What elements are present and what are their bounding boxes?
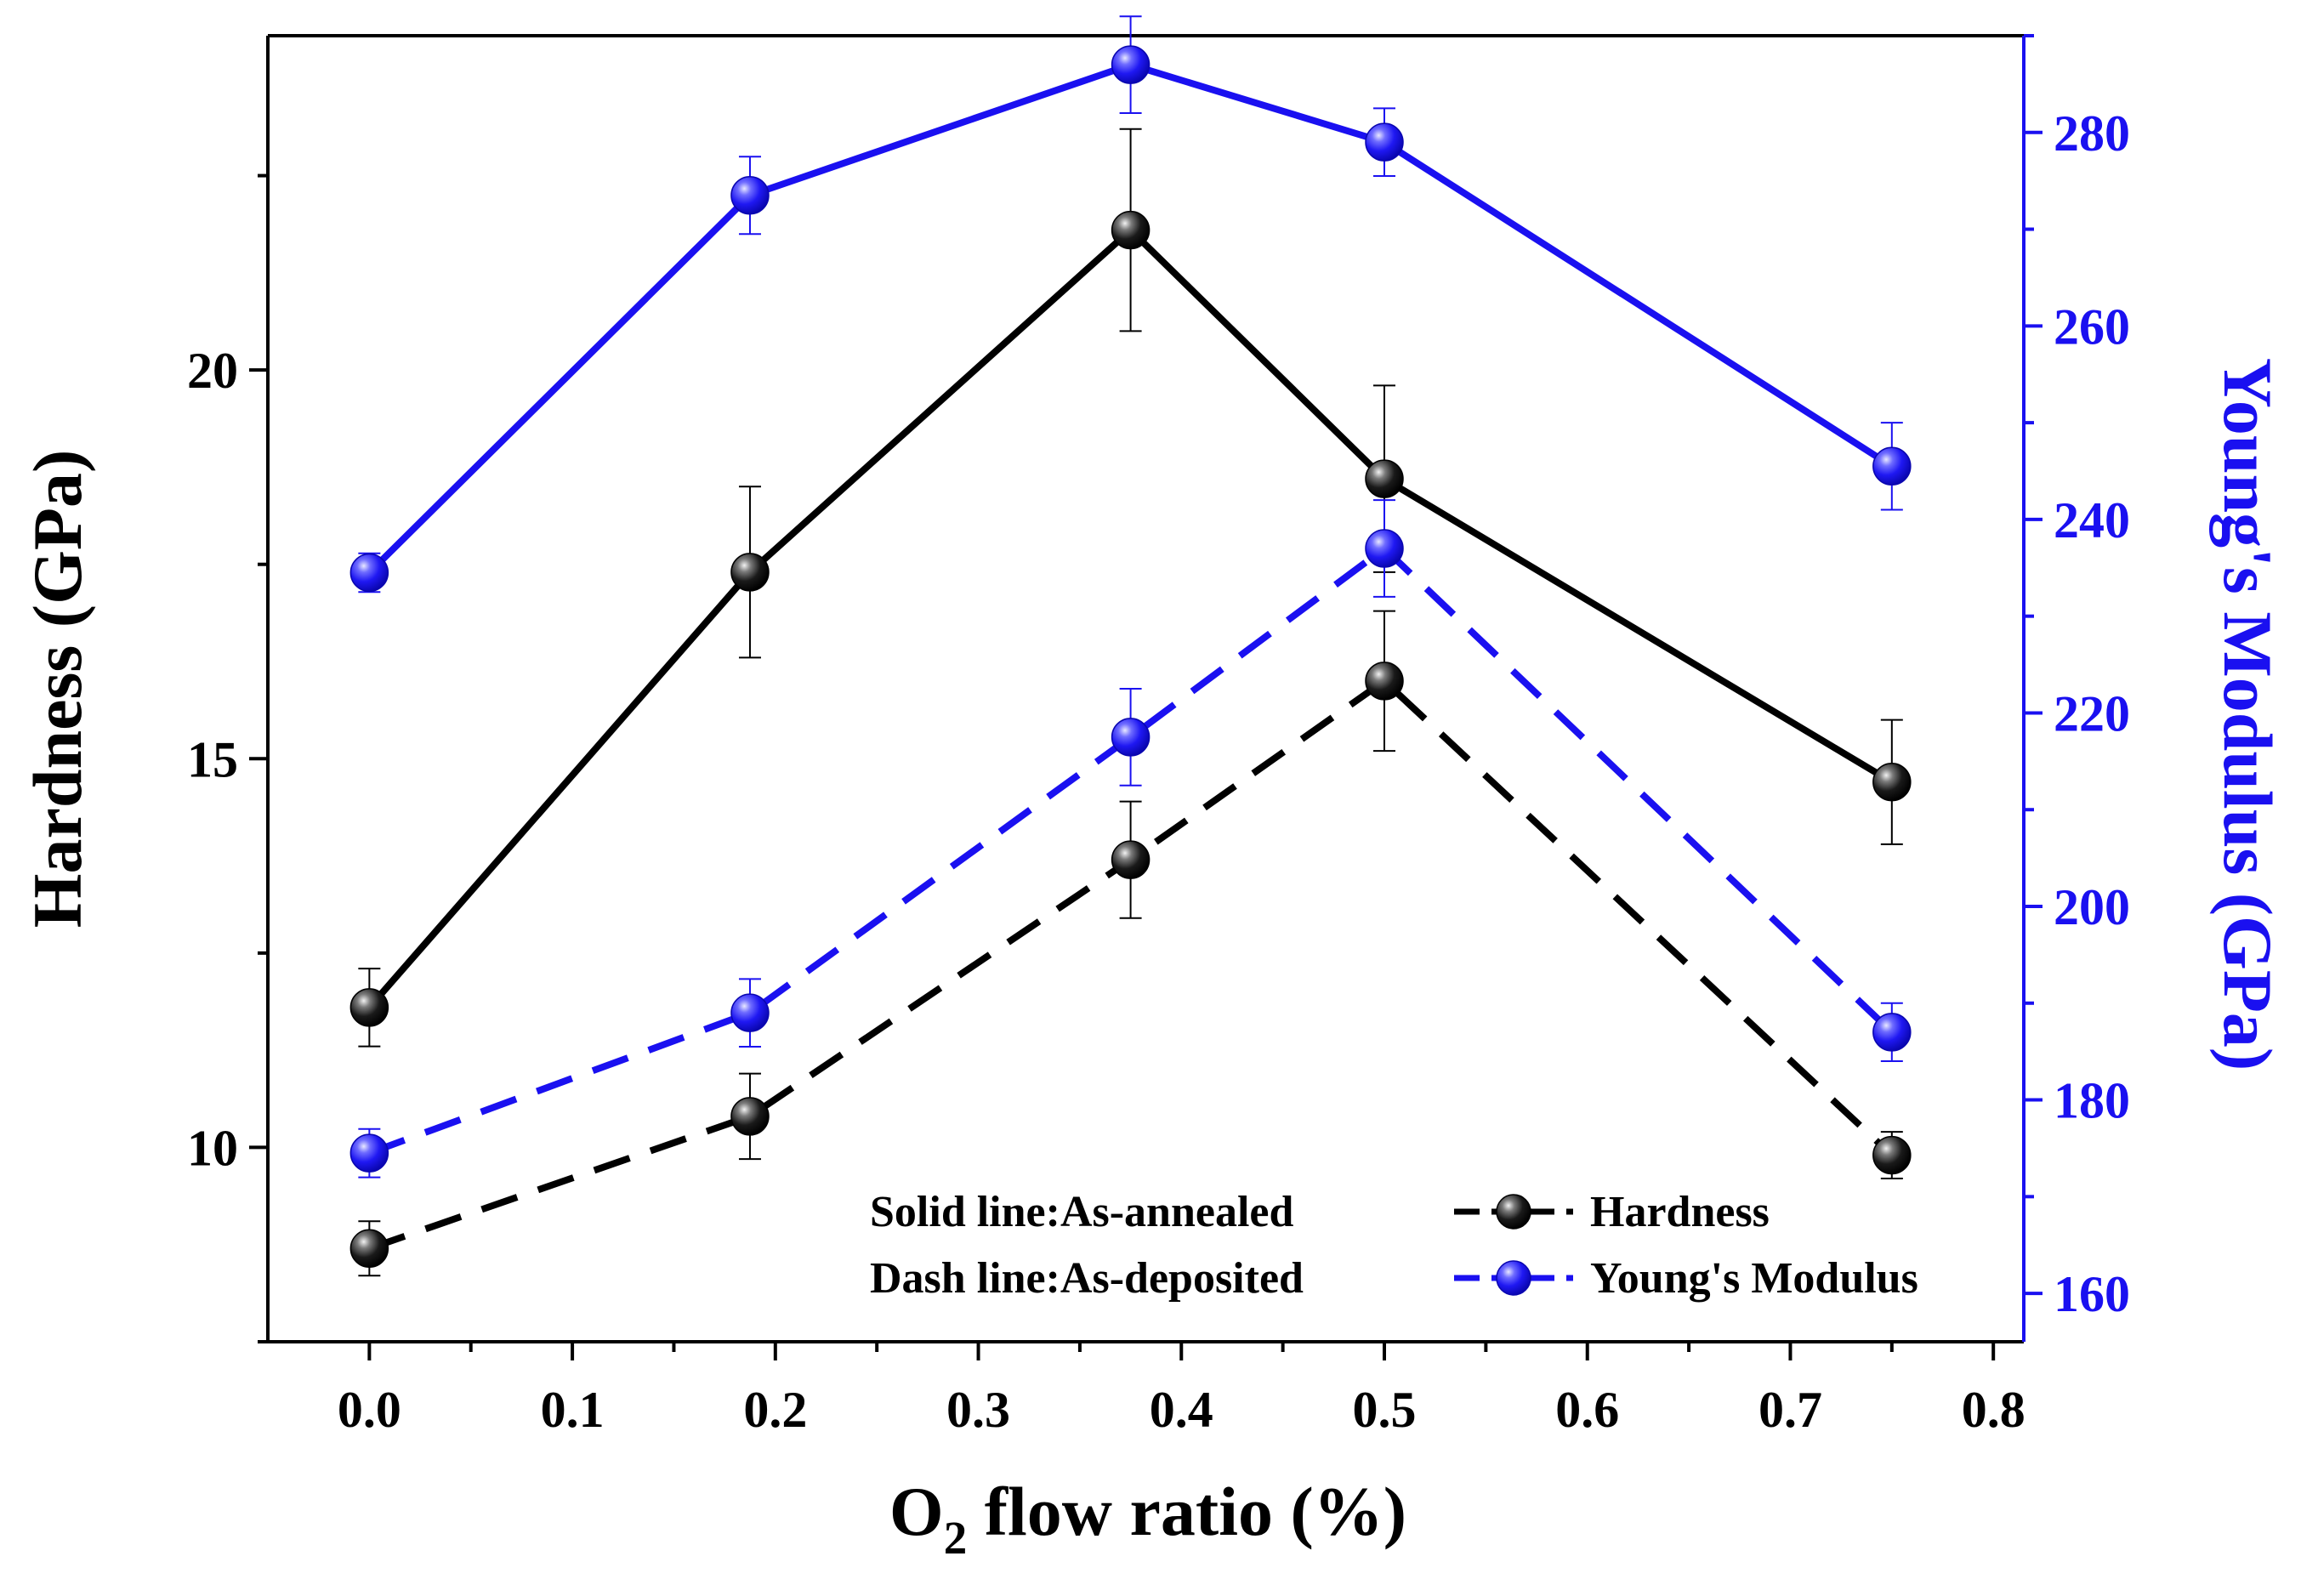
legend-note-solid: Solid line:As-annealed [870,1188,1293,1236]
hardness-annealed-point [730,553,770,592]
hardness-deposited-point [1365,662,1404,701]
right-axis-ticks: 160 180 200 220 240 260 280 [2024,34,2130,1322]
legend-hardness-marker [1496,1194,1531,1230]
x-tick-label: 0.3 [946,1382,1010,1438]
right-tick-label: 200 [2054,879,2130,935]
modulus-annealed-point [1111,45,1150,84]
right-tick-label: 220 [2054,685,2130,741]
modulus-annealed-point [1872,446,1912,486]
x-axis-title-subscript: 2 [944,1512,968,1564]
hardness-deposited-point [1111,840,1150,879]
legend-note-dash: Dash line:As-deposited [870,1254,1304,1303]
legend: Solid line:As-annealed Dash line:As-depo… [870,1188,1918,1303]
x-axis-title-rest: flow ratio (%) [967,1473,1406,1550]
modulus-annealed-point [1365,122,1404,162]
legend-hardness-label: Hardness [1590,1188,1770,1236]
x-tick-label: 0.4 [1150,1382,1213,1438]
x-tick-label: 0.5 [1353,1382,1417,1438]
right-tick-label: 160 [2054,1266,2130,1322]
left-tick-label: 20 [187,343,238,399]
right-tick-label: 260 [2054,298,2130,355]
hardness-annealed-point [1365,459,1404,498]
modulus-deposited-point [349,1133,389,1173]
x-axis-title-main: O [889,1473,944,1550]
right-axis-title: Young's Modulus (GPa) [2209,358,2287,1071]
series-error-bars [358,15,1903,1277]
x-tick-label: 0.2 [743,1382,807,1438]
hardness-annealed-point [349,988,389,1027]
right-tick-label: 280 [2054,105,2130,162]
x-axis-title: O2 flow ratio (%) [889,1473,1406,1564]
x-tick-label: 0.7 [1758,1382,1822,1438]
legend-modulus-label: Young's Modulus [1590,1254,1918,1303]
modulus-deposited-point [1111,718,1150,757]
modulus-deposited-point [730,993,770,1032]
hardness-annealed-point [1111,210,1150,250]
hardness-deposited-point [1872,1135,1912,1175]
right-tick-label: 180 [2054,1073,2130,1129]
legend-modulus-marker [1496,1260,1531,1296]
left-tick-label: 15 [187,731,238,787]
modulus-annealed-point [730,175,770,215]
left-axis-ticks: 10 15 20 [187,173,268,1343]
modulus-deposited-point [1872,1013,1912,1052]
x-tick-label: 0.8 [1962,1382,2025,1438]
modulus-annealed-point [349,553,389,593]
modulus-deposited-point [1365,529,1404,568]
hardness-deposited-point [730,1097,770,1136]
modulus-deposited-line [367,545,1895,1156]
left-axis-title: Hardness (GPa) [19,450,96,929]
right-tick-label: 240 [2054,492,2130,548]
x-tick-label: 0.6 [1555,1382,1619,1438]
left-tick-label: 10 [187,1120,238,1176]
x-tick-label: 0.0 [338,1382,401,1438]
hardness-deposited-point [349,1229,389,1269]
series-markers [349,45,1912,1269]
hardness-annealed-point [1872,762,1912,802]
x-tick-label: 0.1 [541,1382,605,1438]
x-axis-ticks: 0.0 0.1 0.2 0.3 0.4 0.5 0.6 0.7 0.8 [338,1342,2025,1438]
